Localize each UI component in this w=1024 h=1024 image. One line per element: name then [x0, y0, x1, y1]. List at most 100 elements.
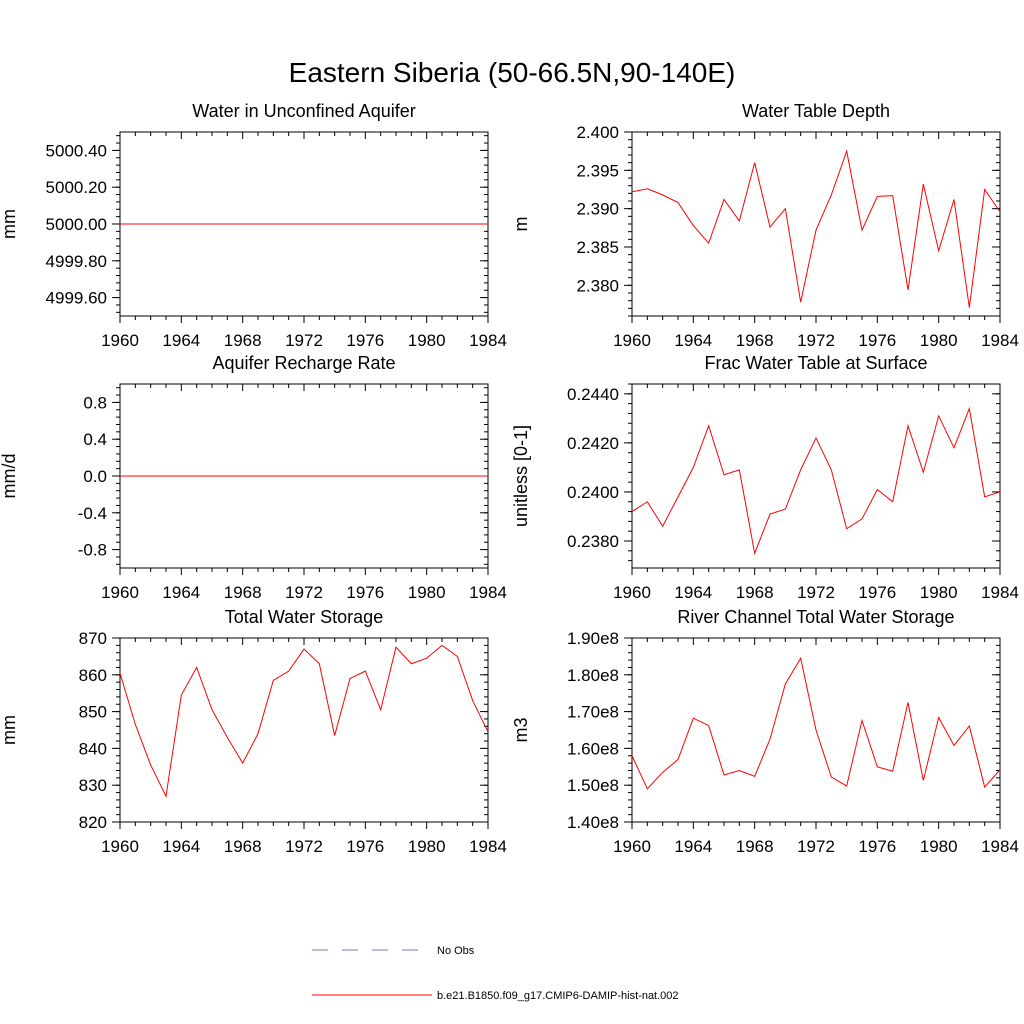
recharge-rate-xtick-label: 1960	[101, 583, 139, 602]
recharge-rate-ytick-label: -0.4	[78, 504, 107, 523]
recharge-rate-ytick-label: 0.8	[83, 393, 107, 412]
water-table-depth-frame	[631, 131, 1001, 317]
figure-title: Eastern Siberia (50-66.5N,90-140E)	[289, 57, 736, 88]
river-channel-storage-ytick-label: 1.60e8	[567, 739, 619, 758]
water-table-depth-xtick-label: 1972	[797, 331, 835, 350]
total-water-storage-ytick-label: 860	[79, 666, 107, 685]
aquifer-water-xtick-label: 1976	[346, 331, 384, 350]
frac-water-table-ytick-label: 0.2400	[567, 483, 619, 502]
total-water-storage-ytick-label: 830	[79, 776, 107, 795]
river-channel-storage-series-line	[631, 656, 1001, 790]
water-table-depth-series-line	[631, 149, 1001, 308]
frac-water-table-xtick-label: 1964	[674, 583, 712, 602]
total-water-storage-ytick-label: 870	[79, 629, 107, 648]
frac-water-table-xtick-label: 1980	[920, 583, 958, 602]
water-table-depth-title: Water Table Depth	[742, 101, 890, 121]
frac-water-table-ytick-label: 0.2380	[567, 532, 619, 551]
water-table-depth-ytick-label: 2.385	[576, 238, 619, 257]
total-water-storage-frame	[119, 637, 489, 823]
aquifer-water-xtick-label: 1960	[101, 331, 139, 350]
total-water-storage-ytick-label: 820	[79, 813, 107, 832]
frac-water-table-xtick-label: 1984	[981, 583, 1019, 602]
recharge-rate-xtick-label: 1964	[162, 583, 200, 602]
aquifer-water-ytick-label: 4999.80	[46, 252, 107, 271]
river-channel-storage-xtick-label: 1976	[858, 837, 896, 856]
recharge-rate-xtick-label: 1980	[408, 583, 446, 602]
panels: Water in Unconfined Aquifer mm 1960 1964 196…	[0, 101, 1019, 856]
water-table-depth-xtick-label: 1960	[613, 331, 651, 350]
frac-water-table-xtick-label: 1976	[858, 583, 896, 602]
panel-aquifer-water: Water in Unconfined Aquifer mm 1960 1964 196…	[0, 101, 507, 350]
river-channel-storage-ylabel: m3	[511, 717, 531, 742]
total-water-storage-title: Total Water Storage	[225, 607, 383, 627]
river-channel-storage-xtick-label: 1964	[674, 837, 712, 856]
river-channel-storage-ytick-label: 1.40e8	[567, 813, 619, 832]
legend-obs-label: No Obs	[437, 945, 475, 957]
legend: No Obs b.e21.B1850.f09_g17.CMIP6-DAMIP-h…	[312, 945, 679, 1002]
frac-water-table-title: Frac Water Table at Surface	[704, 353, 927, 373]
frac-water-table-series-line	[631, 406, 1001, 556]
recharge-rate-ytick-label: -0.8	[78, 541, 107, 560]
recharge-rate-xtick-label: 1968	[224, 583, 262, 602]
panel-water-table-depth: Water Table Depth m 1960 1964 1968 1972 1976 19…	[511, 101, 1019, 350]
water-table-depth-xtick-label: 1984	[981, 331, 1019, 350]
panel-river-channel-storage: River Channel Total Water Storage m3 1960 1…	[511, 607, 1019, 856]
total-water-storage-xtick-label: 1984	[469, 837, 507, 856]
river-channel-storage-xtick-label: 1972	[797, 837, 835, 856]
aquifer-water-xtick-label: 1972	[285, 331, 323, 350]
total-water-storage-series-line	[119, 644, 489, 798]
river-channel-storage-ytick-label: 1.70e8	[567, 703, 619, 722]
water-table-depth-xtick-label: 1968	[736, 331, 774, 350]
recharge-rate-ylabel: mm/d	[0, 454, 19, 499]
frac-water-table-xtick-label: 1960	[613, 583, 651, 602]
recharge-rate-xtick-label: 1984	[469, 583, 507, 602]
panel-recharge-rate: Aquifer Recharge Rate mm/d 1960 1964 1968 197…	[0, 353, 507, 602]
total-water-storage-ylabel: mm	[0, 715, 19, 745]
water-table-depth-ytick-label: 2.390	[576, 200, 619, 219]
water-table-depth-ytick-label: 2.400	[576, 123, 619, 142]
recharge-rate-ytick-label: 0.4	[83, 430, 107, 449]
frac-water-table-ylabel: unitless [0-1]	[511, 425, 531, 527]
water-table-depth-ytick-label: 2.380	[576, 276, 619, 295]
water-table-depth-xtick-label: 1964	[674, 331, 712, 350]
total-water-storage-xtick-label: 1960	[101, 837, 139, 856]
total-water-storage-xtick-label: 1976	[346, 837, 384, 856]
total-water-storage-xtick-label: 1964	[162, 837, 200, 856]
aquifer-water-ytick-label: 5000.40	[46, 141, 107, 160]
recharge-rate-xtick-label: 1976	[346, 583, 384, 602]
aquifer-water-ytick-label: 5000.20	[46, 178, 107, 197]
aquifer-water-ytick-label: 5000.00	[46, 215, 107, 234]
recharge-rate-ytick-label: 0.0	[83, 467, 107, 486]
water-table-depth-ytick-label: 2.395	[576, 161, 619, 180]
recharge-rate-xtick-label: 1972	[285, 583, 323, 602]
river-channel-storage-ytick-label: 1.90e8	[567, 629, 619, 648]
frac-water-table-xtick-label: 1972	[797, 583, 835, 602]
panel-frac-water-table: Frac Water Table at Surface unitless [0-1…	[511, 353, 1019, 602]
water-table-depth-xtick-label: 1976	[858, 331, 896, 350]
water-table-depth-ylabel: m	[511, 217, 531, 232]
total-water-storage-xtick-label: 1980	[408, 837, 446, 856]
total-water-storage-ytick-label: 840	[79, 739, 107, 758]
river-channel-storage-ytick-label: 1.80e8	[567, 666, 619, 685]
river-channel-storage-title: River Channel Total Water Storage	[677, 607, 954, 627]
frac-water-table-ytick-label: 0.2420	[567, 434, 619, 453]
legend-model-label: b.e21.B1850.f09_g17.CMIP6-DAMIP-hist-nat…	[437, 990, 679, 1002]
total-water-storage-xtick-label: 1972	[285, 837, 323, 856]
aquifer-water-xtick-label: 1964	[162, 331, 200, 350]
total-water-storage-xtick-label: 1968	[224, 837, 262, 856]
frac-water-table-ytick-label: 0.2440	[567, 385, 619, 404]
recharge-rate-title: Aquifer Recharge Rate	[212, 353, 395, 373]
river-channel-storage-xtick-label: 1984	[981, 837, 1019, 856]
river-channel-storage-xtick-label: 1960	[613, 837, 651, 856]
aquifer-water-ytick-label: 4999.60	[46, 289, 107, 308]
river-channel-storage-xtick-label: 1980	[920, 837, 958, 856]
aquifer-water-xtick-label: 1984	[469, 331, 507, 350]
panel-total-water-storage: Total Water Storage mm 1960 1964 1968 1972 197…	[0, 607, 507, 856]
aquifer-water-xtick-label: 1968	[224, 331, 262, 350]
river-channel-storage-xtick-label: 1968	[736, 837, 774, 856]
frac-water-table-xtick-label: 1968	[736, 583, 774, 602]
total-water-storage-ytick-label: 850	[79, 703, 107, 722]
river-channel-storage-ytick-label: 1.50e8	[567, 776, 619, 795]
aquifer-water-ylabel: mm	[0, 209, 19, 239]
